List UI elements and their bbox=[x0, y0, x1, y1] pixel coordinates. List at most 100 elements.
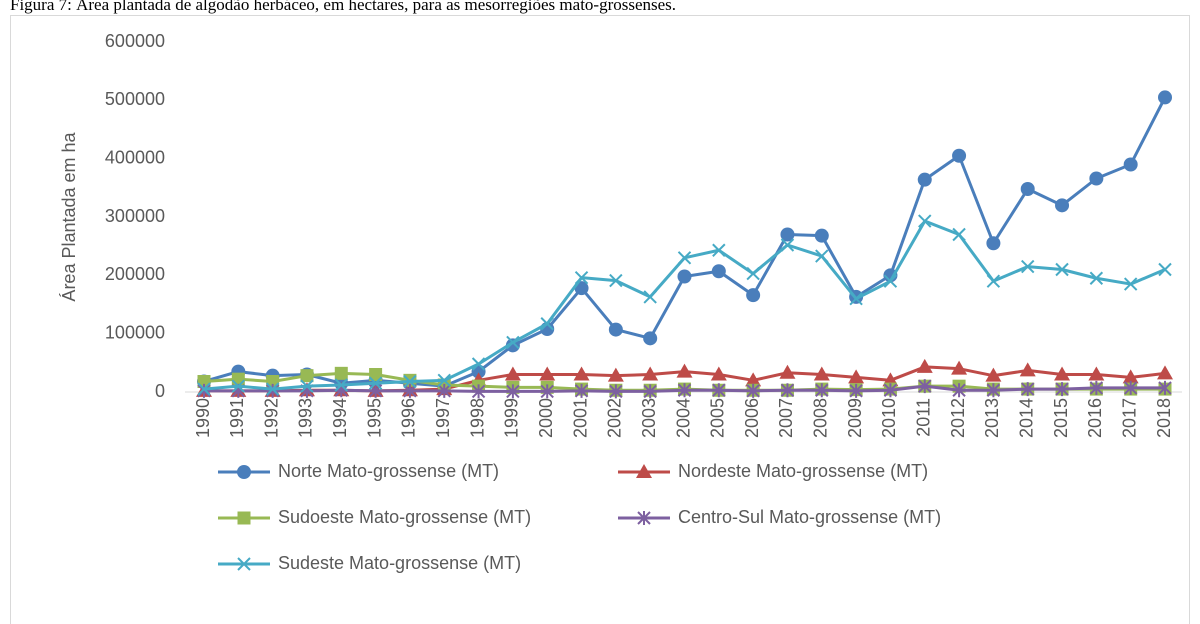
marker bbox=[403, 374, 417, 389]
marker bbox=[1021, 259, 1035, 274]
x-tick-label: 2016 bbox=[1085, 398, 1105, 438]
marker-shape bbox=[746, 383, 760, 398]
marker bbox=[506, 384, 520, 399]
marker-shape bbox=[573, 366, 590, 381]
marker-shape bbox=[780, 383, 795, 398]
y-tick-label: 200000 bbox=[105, 264, 165, 284]
legend-label: Nordeste Mato-grossense (MT) bbox=[678, 461, 928, 481]
marker bbox=[1019, 362, 1036, 377]
marker-shape bbox=[813, 366, 830, 381]
marker-shape bbox=[1123, 380, 1138, 395]
x-tick-label: 1997 bbox=[433, 398, 453, 438]
marker bbox=[952, 148, 967, 163]
marker bbox=[916, 358, 933, 373]
marker-shape bbox=[300, 369, 314, 383]
marker bbox=[1055, 198, 1070, 213]
marker bbox=[1089, 380, 1104, 395]
marker bbox=[986, 383, 1001, 398]
marker bbox=[237, 557, 251, 571]
marker bbox=[1123, 277, 1138, 291]
x-tick-label: 2010 bbox=[879, 398, 899, 438]
marker-shape bbox=[231, 379, 246, 393]
marker-shape bbox=[1123, 157, 1138, 172]
marker bbox=[334, 378, 348, 392]
marker bbox=[711, 264, 726, 279]
x-tick-label: 2001 bbox=[570, 398, 590, 438]
x-tick-label: 1998 bbox=[467, 398, 487, 438]
marker-shape bbox=[609, 273, 623, 288]
y-tick-label: 500000 bbox=[105, 89, 165, 109]
marker bbox=[574, 270, 589, 285]
marker-shape bbox=[540, 317, 554, 331]
marker bbox=[609, 384, 623, 399]
marker bbox=[1158, 262, 1172, 277]
marker-shape bbox=[237, 511, 251, 525]
marker-shape bbox=[677, 269, 692, 284]
marker-shape bbox=[918, 379, 932, 394]
marker-shape bbox=[952, 383, 966, 398]
marker-shape bbox=[745, 372, 762, 387]
x-tick-label: 2008 bbox=[811, 398, 831, 438]
marker bbox=[506, 335, 520, 350]
marker-shape bbox=[1089, 271, 1104, 285]
marker-shape bbox=[1158, 262, 1172, 277]
legend-item: Sudoeste Mato-grossense (MT) bbox=[218, 507, 531, 527]
marker-shape bbox=[986, 236, 1001, 251]
marker-shape bbox=[951, 360, 968, 375]
legend-label: Sudeste Mato-grossense (MT) bbox=[278, 553, 521, 573]
y-tick-label: 400000 bbox=[105, 147, 165, 167]
marker-shape bbox=[471, 357, 486, 371]
marker bbox=[883, 274, 898, 288]
x-tick-label: 2013 bbox=[982, 398, 1002, 438]
marker-shape bbox=[712, 383, 726, 398]
marker bbox=[574, 383, 589, 398]
legend-label: Norte Mato-grossense (MT) bbox=[278, 461, 499, 481]
legend-item: Nordeste Mato-grossense (MT) bbox=[618, 461, 928, 481]
marker bbox=[636, 464, 652, 478]
chart-title: Figura 7: Área plantada de algodão herbá… bbox=[10, 0, 676, 14]
marker-shape bbox=[574, 383, 589, 398]
marker bbox=[814, 228, 829, 243]
marker-shape bbox=[1089, 171, 1104, 186]
x-tick-label: 2006 bbox=[742, 398, 762, 438]
marker-shape bbox=[506, 384, 520, 399]
x-tick-label: 2018 bbox=[1154, 398, 1174, 438]
x-tick-label: 1995 bbox=[364, 398, 384, 438]
marker bbox=[780, 227, 795, 242]
marker-shape bbox=[849, 383, 863, 398]
marker-shape bbox=[918, 214, 932, 228]
marker bbox=[918, 379, 932, 394]
marker bbox=[197, 382, 211, 396]
marker-shape bbox=[985, 367, 1002, 382]
marker-shape bbox=[506, 335, 520, 350]
x-tick-label: 2000 bbox=[536, 398, 556, 438]
marker bbox=[237, 511, 251, 525]
marker bbox=[334, 366, 348, 380]
marker-shape bbox=[780, 227, 795, 242]
x-tick-label: 1996 bbox=[399, 398, 419, 438]
marker-shape bbox=[815, 249, 829, 263]
marker bbox=[643, 331, 658, 346]
marker-shape bbox=[712, 243, 726, 257]
marker-shape bbox=[848, 369, 865, 384]
marker bbox=[608, 322, 623, 337]
marker bbox=[368, 376, 383, 390]
marker-shape bbox=[815, 383, 829, 398]
marker bbox=[712, 383, 726, 398]
marker-shape bbox=[437, 373, 451, 388]
marker bbox=[986, 236, 1001, 251]
marker-shape bbox=[637, 511, 651, 525]
marker-shape bbox=[574, 270, 589, 285]
marker-shape bbox=[237, 465, 251, 479]
marker-shape bbox=[986, 274, 1001, 288]
marker-shape bbox=[1122, 369, 1139, 384]
marker-shape bbox=[1054, 366, 1071, 381]
x-tick-label: 1994 bbox=[330, 398, 350, 438]
marker-shape bbox=[334, 378, 348, 392]
marker-shape bbox=[1123, 277, 1138, 291]
x-tick-label: 2002 bbox=[605, 398, 625, 438]
marker bbox=[231, 372, 245, 386]
marker bbox=[540, 384, 554, 399]
